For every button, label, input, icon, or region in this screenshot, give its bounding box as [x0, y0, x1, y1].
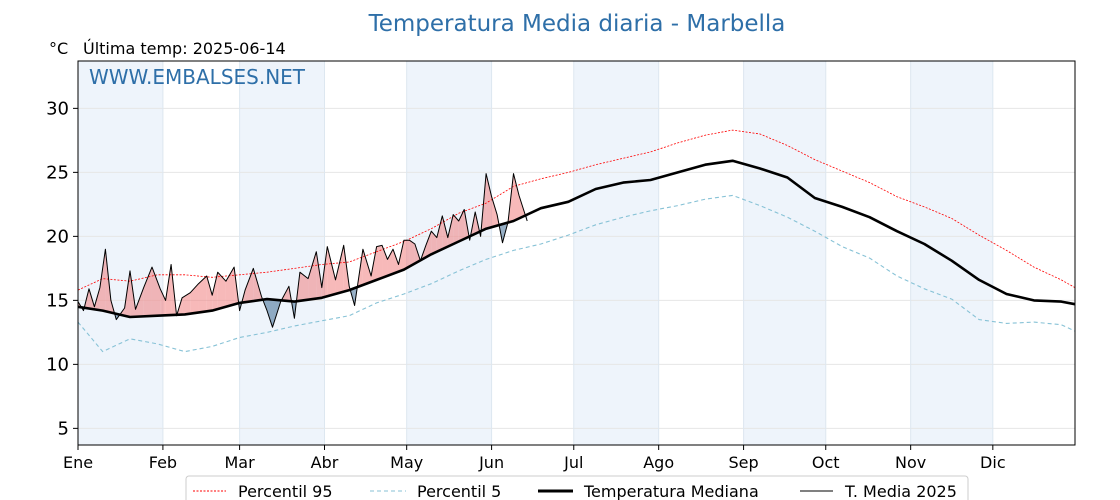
x-tick-label: Oct: [812, 453, 840, 472]
x-tick-label: Jun: [478, 453, 504, 472]
deviation-fill: [266, 299, 273, 328]
deviation-fill: [198, 276, 207, 313]
deviation-fill: [447, 214, 454, 247]
deviation-fill: [99, 249, 106, 312]
x-tick-label: Ago: [643, 453, 674, 472]
x-tick-label: Nov: [895, 453, 926, 472]
deviation-fill: [335, 245, 344, 294]
series-line-median: [77, 159, 1076, 319]
deviation-fill: [387, 249, 393, 276]
series-line-p95: [77, 129, 1076, 291]
deviation-fill: [392, 249, 399, 274]
y-unit-label: °C: [49, 39, 68, 58]
month-band: [78, 61, 163, 445]
deviation-fill: [308, 251, 317, 300]
deviation-fill: [299, 272, 309, 301]
x-tick-label: Abr: [311, 453, 339, 472]
chart-title: Temperatura Media diaria - Marbella: [368, 11, 786, 37]
deviation-fill: [225, 267, 235, 307]
month-band: [573, 61, 659, 445]
month-band: [406, 61, 492, 445]
deviation-fill: [362, 249, 372, 285]
deviation-fill: [458, 209, 465, 242]
deviation-fill: [453, 214, 459, 245]
legend-label-median: Temperatura Mediana: [583, 482, 759, 500]
month-band: [239, 61, 325, 445]
deviation-fill: [190, 283, 199, 314]
x-tick-label: Ene: [63, 453, 93, 472]
y-tick-label: 25: [46, 162, 69, 183]
y-tick-label: 10: [46, 354, 69, 375]
x-tick-label: Jul: [563, 453, 583, 472]
deviation-fill: [245, 268, 254, 303]
x-tick-label: Feb: [149, 453, 177, 472]
deviation-fill: [431, 231, 437, 255]
watermark: WWW.EMBALSES.NET: [89, 65, 306, 89]
deviation-fill: [165, 264, 172, 316]
deviation-fill: [206, 276, 213, 312]
x-tick-label: Sep: [729, 453, 759, 472]
legend-box: [185, 475, 969, 500]
deviation-fill: [403, 240, 410, 270]
plot-area: 5 10 15 20 25 30 Ene Feb Mar Abr May Jun Jul Ago Sep Oc…: [46, 60, 1076, 472]
legend: Percentil 95 Percentil 5 Temperatura Med…: [185, 475, 969, 500]
deviation-fill: [182, 292, 191, 315]
y-tick-label: 15: [46, 290, 69, 311]
legend-label-p95: Percentil 95: [238, 482, 333, 500]
y-tick-label: 20: [46, 226, 69, 247]
x-tick-label: Mar: [225, 453, 256, 472]
last-temp-label: Última temp: 2025-06-14: [83, 39, 286, 58]
legend-label-p5: Percentil 5: [417, 482, 501, 500]
deviation-fill: [442, 215, 448, 250]
series-line-p5: [77, 194, 1076, 353]
month-band: [743, 61, 826, 445]
deviation-fill: [425, 231, 432, 258]
deviation-fill: [327, 246, 336, 297]
y-tick-label: 30: [46, 98, 69, 119]
x-tick-label: May: [390, 453, 423, 472]
deviation-fill: [491, 196, 498, 228]
series-line-current: [77, 173, 528, 328]
x-tick-label: Dic: [980, 453, 1006, 472]
month-band: [910, 61, 993, 445]
deviation-fill: [135, 287, 144, 317]
plot-frame: [77, 60, 1076, 446]
legend-label-current: T. Media 2025: [844, 482, 957, 500]
deviation-fill: [143, 267, 152, 317]
deviation-fill: [382, 245, 388, 278]
deviation-fill: [151, 267, 161, 316]
deviation-fill: [217, 272, 226, 310]
y-tick-label: 5: [58, 418, 69, 439]
deviation-fill: [436, 215, 443, 252]
deviation-fill: [160, 288, 166, 316]
deviation-fill: [376, 245, 383, 280]
deviation-fill: [409, 240, 415, 267]
deviation-fill: [513, 173, 519, 221]
deviation-fill: [212, 272, 218, 311]
